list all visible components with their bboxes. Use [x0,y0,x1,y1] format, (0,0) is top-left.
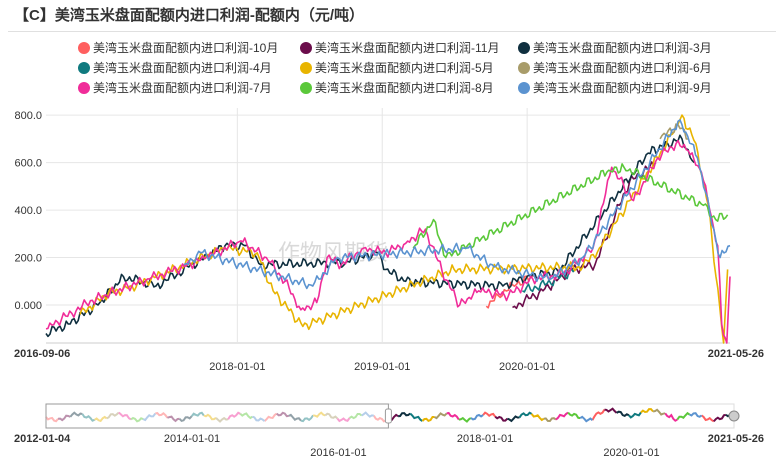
x-tick-label: 2019-01-01 [354,361,410,373]
x-tick-label: 2021-05-26 [708,348,764,360]
legend-marker [78,62,90,74]
legend-item[interactable]: 美湾玉米盘面配额内进口利润-11月 [300,40,499,56]
legend-marker [518,82,530,94]
legend-marker [300,62,312,74]
y-tick-label: 0.000 [14,300,42,312]
legend-item[interactable]: 美湾玉米盘面配额内进口利润-5月 [300,60,494,76]
series-line[interactable] [45,134,695,338]
legend-marker [300,82,312,94]
legend-label: 美湾玉米盘面配额内进口利润-5月 [315,61,494,75]
legend-marker [518,42,530,54]
x-tick-label: 2020-01-01 [499,361,555,373]
legend-marker [78,42,90,54]
y-tick-label: 400.0 [14,205,42,217]
legend-item[interactable]: 美湾玉米盘面配额内进口利润-8月 [300,80,494,96]
x-tick-label: 2016-09-06 [14,348,70,360]
y-axis-ticks: 800.0 600.0 400.0 200.0 0.000 [14,110,42,312]
navigator-tick-label: 2020-01-01 [603,447,659,459]
legend-item[interactable]: 美湾玉米盘面配额内进口利润-9月 [518,80,712,96]
grid-lines [46,108,730,344]
x-tick-label: 2018-01-01 [209,361,265,373]
legend-label: 美湾玉米盘面配额内进口利润-8月 [315,81,494,95]
series-line[interactable] [79,114,729,344]
chart-title: 【C】美湾玉米盘面配额内进口利润-配额内（元/吨） [14,7,364,24]
y-tick-label: 200.0 [14,253,42,265]
title-divider [8,31,776,32]
navigator-tick-label: 2014-01-01 [164,433,220,445]
legend-item[interactable]: 美湾玉米盘面配额内进口利润-6月 [518,60,712,76]
series-line[interactable] [45,139,731,344]
legend-label: 美湾玉米盘面配额内进口利润-4月 [93,61,272,75]
y-tick-label: 800.0 [14,110,42,122]
legend-label: 美湾玉米盘面配额内进口利润-9月 [533,81,712,95]
navigator-tick-label: 2016-01-01 [310,447,366,459]
navigator-handle [728,410,740,422]
legend-marker [78,82,90,94]
navigator-tick-label: 2018-01-01 [457,433,513,445]
legend-marker [518,62,530,74]
legend-label: 美湾玉米盘面配额内进口利润-7月 [93,81,272,95]
navigator-tick-label: 2012-01-04 [14,433,71,445]
navigator-handle [384,408,392,424]
x-axis-ticks: 2016-09-06 2018-01-01 2019-01-01 2020-01-01… [14,348,764,373]
legend-marker [300,42,312,54]
legend-label: 美湾玉米盘面配额内进口利润-3月 [533,41,712,55]
series-line[interactable] [412,163,729,259]
series-line[interactable] [183,119,731,290]
legend-label: 美湾玉米盘面配额内进口利润-6月 [533,61,712,75]
legend-label: 美湾玉米盘面配额内进口利润-11月 [315,41,500,55]
legend-item[interactable]: 美湾玉米盘面配额内进口利润-3月 [518,40,712,56]
legend-label: 美湾玉米盘面配额内进口利润-10月 [93,41,279,55]
legend-item[interactable]: 美湾玉米盘面配额内进口利润-10月 [78,40,278,56]
legend-item[interactable]: 美湾玉米盘面配额内进口利润-4月 [78,60,272,76]
series-group [45,114,731,344]
y-tick-label: 600.0 [14,158,42,170]
range-navigator[interactable] [45,403,740,429]
navigator-tick-label: 2021-05-26 [708,433,764,445]
navigator-selection [45,403,389,429]
legend-item[interactable]: 美湾玉米盘面配额内进口利润-7月 [78,80,272,96]
navigator-ticks: 2012-01-04 2014-01-01 2016-01-01 2018-01-01… [14,433,764,459]
